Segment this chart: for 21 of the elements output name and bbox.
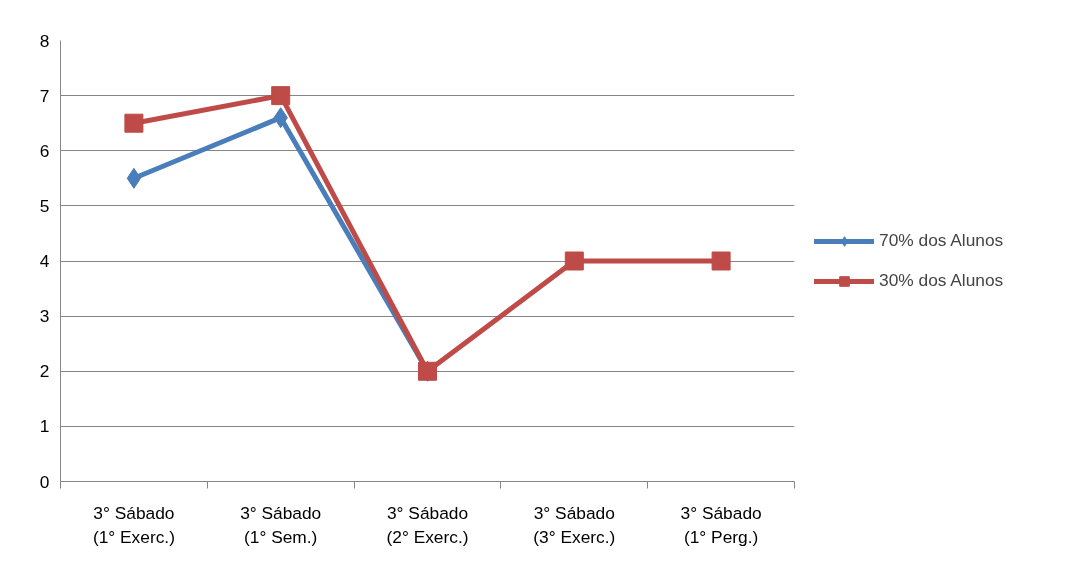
legend-label: 70% dos Alunos (879, 230, 1004, 251)
x-tick-label: 3° Sábado (3° Exerc.) (533, 502, 616, 547)
point (124, 113, 144, 133)
y-tick-label: 5 (39, 195, 50, 216)
x-tick-label: 3° Sábado (1° Exerc.) (92, 502, 175, 547)
point (564, 251, 584, 271)
y-tick-label: 4 (39, 251, 50, 271)
y-tick-label: 6 (39, 140, 50, 161)
y-tick-label: 0 (39, 471, 50, 492)
x-tick-label: 3° Sábado (1° Sem.) (240, 502, 322, 547)
x-tick-label: 3° Sábado (1° Perg.) (680, 502, 762, 547)
legend-label: 30% dos Alunos (879, 270, 1004, 291)
point (711, 251, 731, 271)
y-tick-label: 3 (39, 306, 50, 327)
y-tick-label: 8 (39, 30, 50, 51)
point (271, 86, 291, 106)
y-tick-label: 2 (39, 361, 50, 382)
y-tick-label: 1 (39, 416, 50, 437)
x-tick-label: 3° Sábado (2° Exerc.) (386, 502, 469, 547)
y-tick-label: 7 (39, 85, 50, 106)
point (126, 167, 142, 189)
